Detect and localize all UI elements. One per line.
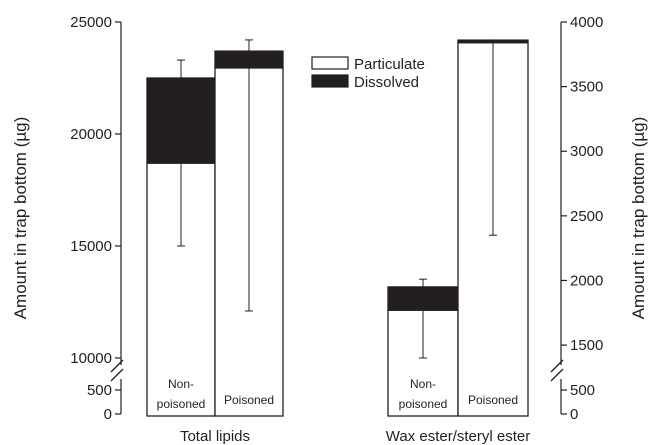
- legend-swatch: [311, 56, 349, 70]
- right-axis-tick-label: 3000: [570, 143, 603, 160]
- bar-label: Non-poisoned: [399, 377, 448, 411]
- legend-swatch: [311, 74, 349, 88]
- bar-label: Non-poisoned: [157, 377, 206, 411]
- right-axis-tick-label: 1500: [570, 337, 603, 354]
- legend-label: Dissolved: [354, 74, 419, 91]
- legend-label: Particulate: [354, 56, 425, 73]
- group-label-total-lipids: Total lipids: [180, 428, 250, 445]
- bar-label: Poisoned: [224, 393, 274, 407]
- left-axis-tick-label: 15000: [70, 238, 112, 255]
- right-axis-break-mark: [550, 368, 564, 382]
- right-axis-tick-label: 2500: [570, 208, 603, 225]
- left-axis-tick-label: 20000: [70, 126, 112, 143]
- left-axis-tick-label: 500: [87, 382, 112, 399]
- right-axis-break-mark: [550, 359, 564, 373]
- left-axis-tick-label: 25000: [70, 14, 112, 31]
- right-axis-tick-label: 0: [570, 406, 578, 423]
- right-axis-tick-label: 4000: [570, 14, 603, 31]
- right-axis-tick-label: 500: [570, 382, 595, 399]
- group-label-wax-ester: Wax ester/steryl ester: [386, 428, 530, 445]
- right-axis-tick-label: 3500: [570, 79, 603, 96]
- bar-label: Poisoned: [468, 393, 518, 407]
- left-axis-break-mark: [110, 359, 124, 373]
- right-axis-title: Amount in trap bottom (µg): [629, 117, 648, 320]
- left-axis-break-mark: [110, 368, 124, 382]
- left-axis-title: Amount in trap bottom (µg): [11, 117, 30, 320]
- left-axis-tick-label: 0: [104, 406, 112, 423]
- left-axis-tick-label: 10000: [70, 350, 112, 367]
- right-axis-tick-label: 2000: [570, 272, 603, 289]
